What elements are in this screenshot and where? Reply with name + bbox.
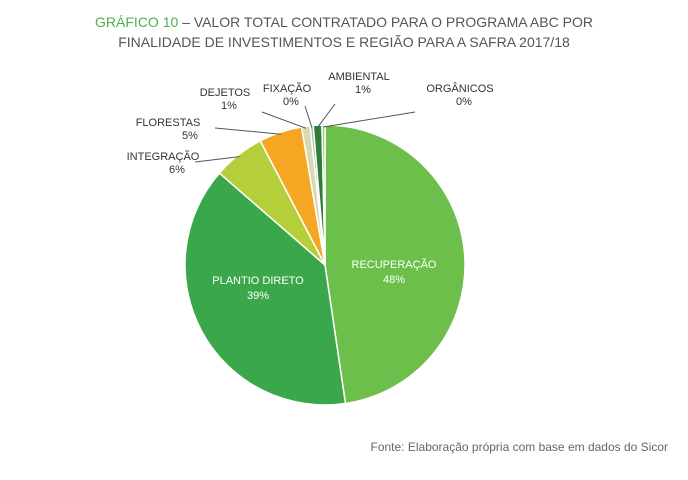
slice-label-ambiental: AMBIENTAL xyxy=(328,71,390,83)
slice-label-organicos: ORGÂNICOS xyxy=(426,82,493,95)
chart-title: GRÁFICO 10 – VALOR TOTAL CONTRATADO PARA… xyxy=(0,12,688,52)
slice-label-integracao: INTEGRAÇÃO xyxy=(127,150,200,163)
leader-line-dejetos xyxy=(261,111,307,129)
slice-label-recuperacao: RECUPERAÇÃO xyxy=(352,258,437,271)
source-note: Fonte: Elaboração própria com base em da… xyxy=(370,440,669,454)
slice-label-plantio-direto: PLANTIO DIRETO xyxy=(212,275,304,287)
slice-value-plantio-direto: 39% xyxy=(247,290,269,302)
pie-slice-organicos xyxy=(321,124,326,266)
slice-value-ambiental: 1% xyxy=(355,84,371,96)
pie-slice-plantio-direto xyxy=(184,172,347,406)
slice-value-recuperacao: 48% xyxy=(383,274,405,286)
leader-line-organicos xyxy=(323,111,416,128)
chart-title-line2: FINALIDADE DE INVESTIMENTOS E REGIÃO PAR… xyxy=(118,34,570,50)
slice-value-dejetos: 1% xyxy=(221,100,237,112)
chart-title-line1: GRÁFICO 10 – VALOR TOTAL CONTRATADO PARA… xyxy=(0,12,688,32)
chart-title-lead: GRÁFICO 10 xyxy=(95,14,179,30)
slice-value-organicos: 0% xyxy=(456,96,472,108)
slice-label-fixacao: FIXAÇÃO xyxy=(263,82,312,95)
slice-label-florestas: FLORESTAS xyxy=(136,117,201,129)
slice-label-dejetos: DEJETOS xyxy=(200,87,251,99)
pie-slice-recuperacao xyxy=(324,124,466,405)
slice-value-fixacao: 0% xyxy=(283,96,299,108)
slice-value-florestas: 5% xyxy=(182,130,198,142)
leader-line-florestas xyxy=(214,127,282,135)
leader-line-fixacao xyxy=(304,105,313,128)
leader-line-ambiental xyxy=(317,103,336,128)
slice-value-integracao: 6% xyxy=(169,164,185,176)
chart-title-line1-rest: – VALOR TOTAL CONTRATADO PARA O PROGRAMA… xyxy=(178,14,593,30)
leader-line-integracao xyxy=(194,156,240,163)
